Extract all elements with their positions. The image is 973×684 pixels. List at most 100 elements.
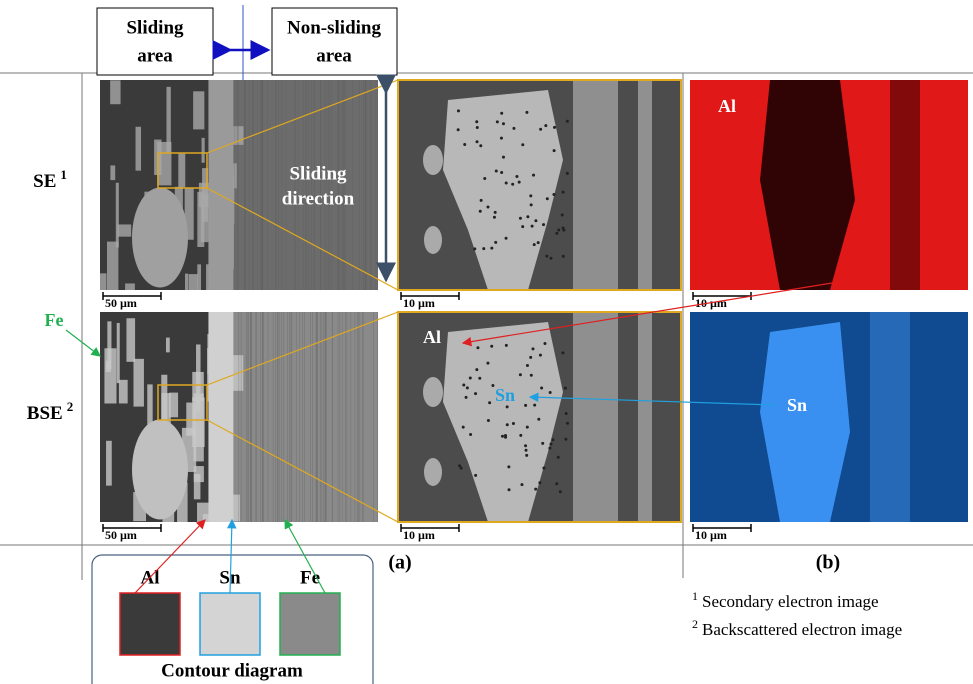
- pore: [519, 373, 522, 376]
- pore: [502, 156, 505, 159]
- stripe: [573, 80, 618, 290]
- pore: [500, 171, 503, 174]
- pore: [469, 433, 472, 436]
- pore: [488, 401, 491, 404]
- pore: [519, 217, 522, 220]
- row-name: BSE: [27, 403, 63, 424]
- label: area: [137, 45, 173, 66]
- enriched: [870, 312, 910, 522]
- pore: [533, 243, 536, 246]
- pore: [534, 488, 537, 491]
- pore: [559, 490, 562, 493]
- figure: SlidingareaNon-slidingarea50 µm10 µm10 µ…: [0, 0, 973, 684]
- stripe: [178, 154, 185, 187]
- pore: [531, 347, 534, 350]
- pore: [476, 126, 479, 129]
- stripe: [638, 312, 652, 522]
- pore: [541, 442, 544, 445]
- pore: [494, 241, 497, 244]
- stripe: [106, 441, 112, 486]
- pore: [555, 482, 558, 485]
- pore: [526, 426, 529, 429]
- sn-band: [208, 80, 233, 290]
- pore: [501, 435, 504, 438]
- label: Sn: [787, 395, 807, 415]
- pore: [466, 386, 469, 389]
- stripe: [136, 127, 142, 171]
- pore: [515, 175, 518, 178]
- pore: [490, 345, 493, 348]
- contour-swatch: [200, 593, 260, 655]
- stripe: [193, 91, 204, 129]
- stripe: [126, 318, 135, 362]
- pore: [490, 247, 493, 250]
- pore: [525, 111, 528, 114]
- blob: [423, 145, 443, 175]
- scale-label: 10 µm: [695, 528, 727, 542]
- pore: [502, 122, 505, 125]
- pore: [530, 374, 533, 377]
- pore: [521, 225, 524, 228]
- label: Sliding: [126, 17, 184, 38]
- pore: [500, 112, 503, 115]
- label: Fe: [45, 310, 64, 330]
- stripe: [107, 242, 118, 295]
- pore: [526, 364, 529, 367]
- pore: [512, 127, 515, 130]
- stripe: [192, 372, 204, 401]
- blob: [424, 226, 442, 254]
- stripe: [116, 183, 119, 248]
- pore: [525, 449, 528, 452]
- stripe: [117, 323, 120, 383]
- blob: [132, 188, 188, 288]
- stripe: [133, 359, 143, 407]
- pore: [493, 216, 496, 219]
- pore: [476, 140, 479, 143]
- stripe: [166, 87, 170, 152]
- scale-label: 10 µm: [403, 296, 435, 310]
- pore: [505, 182, 508, 185]
- row-label: SE1: [33, 167, 67, 192]
- pore: [562, 255, 565, 258]
- row-name: SE: [33, 171, 56, 192]
- pore: [491, 384, 494, 387]
- pore: [553, 149, 556, 152]
- pore: [540, 387, 543, 390]
- stripe: [194, 474, 201, 499]
- pore: [486, 205, 489, 208]
- pore: [549, 257, 552, 260]
- pore: [534, 219, 537, 222]
- stripe: [197, 264, 201, 290]
- stripe: [117, 224, 131, 236]
- pore: [561, 213, 564, 216]
- pore: [505, 344, 508, 347]
- pore: [506, 405, 509, 408]
- arrow: [66, 330, 100, 356]
- label: (b): [816, 552, 840, 574]
- pore: [548, 447, 551, 450]
- pore: [504, 434, 507, 437]
- pore: [542, 223, 545, 226]
- stripe: [189, 274, 198, 294]
- pore: [532, 174, 535, 177]
- pore: [543, 342, 546, 345]
- pore: [550, 442, 553, 445]
- pore: [487, 419, 490, 422]
- pore: [561, 351, 564, 354]
- pore: [475, 120, 478, 123]
- pore: [511, 183, 514, 186]
- pore: [457, 128, 460, 131]
- stripe: [573, 312, 618, 522]
- pore: [538, 481, 541, 484]
- contour-swatch: [280, 593, 340, 655]
- scale-label: 50 µm: [105, 528, 137, 542]
- pore: [529, 194, 532, 197]
- pore: [524, 404, 527, 407]
- pore: [564, 387, 567, 390]
- pore: [566, 120, 569, 123]
- pore: [480, 199, 483, 202]
- pore: [566, 172, 569, 175]
- label: Al: [718, 96, 736, 116]
- footnote-text: Secondary electron image: [702, 592, 879, 611]
- pore: [557, 456, 560, 459]
